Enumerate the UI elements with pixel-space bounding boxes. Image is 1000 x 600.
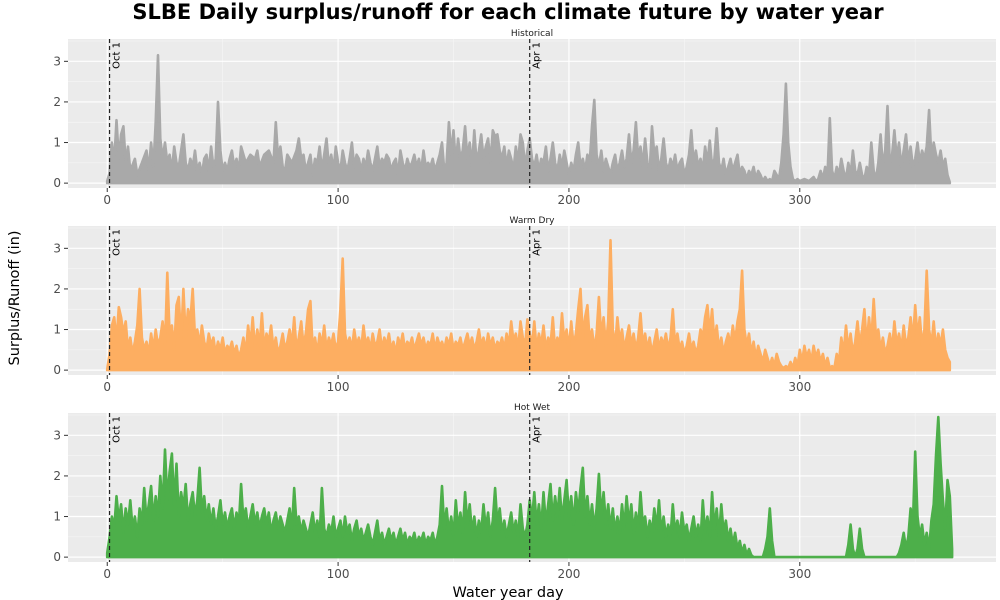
x-tick-label: 200 bbox=[557, 380, 580, 394]
series-area bbox=[105, 415, 954, 559]
marker-label: Apr 1 bbox=[532, 229, 543, 256]
x-tick-label: 0 bbox=[103, 193, 111, 207]
x-tick-label: 200 bbox=[557, 193, 580, 207]
x-tick-label: 300 bbox=[788, 380, 811, 394]
facet-label: Historical bbox=[511, 29, 553, 39]
y-tick-label: 0 bbox=[53, 550, 61, 564]
facet-panel-1: Historical 0 100 200 300 0 1 2 3 Oct 1 Apr 1 bbox=[53, 27, 996, 207]
y-tick-label: 2 bbox=[53, 95, 61, 109]
marker-label: Apr 1 bbox=[532, 42, 543, 69]
y-tick-label: 0 bbox=[53, 176, 61, 190]
y-axis-title: Surplus/Runoff (in) bbox=[7, 230, 23, 365]
chart-title: SLBE Daily surplus/runoff for each clima… bbox=[132, 0, 884, 24]
y-tick-label: 0 bbox=[53, 363, 61, 377]
series-area bbox=[105, 53, 952, 185]
facet-strip bbox=[68, 214, 996, 226]
x-tick-label: 0 bbox=[103, 567, 111, 581]
x-tick-label: 200 bbox=[557, 567, 580, 581]
facet-panel-3: Hot Wet 0 100 200 300 0 1 2 3 Oct 1 Apr 1 bbox=[53, 401, 996, 581]
y-tick-label: 1 bbox=[53, 136, 61, 150]
x-tick-label: 300 bbox=[788, 567, 811, 581]
facet-strip bbox=[68, 401, 996, 413]
marker-label: Oct 1 bbox=[112, 416, 123, 443]
y-tick-label: 1 bbox=[53, 510, 61, 524]
y-tick-label: 3 bbox=[53, 241, 61, 255]
y-tick-label: 2 bbox=[53, 469, 61, 483]
y-tick-label: 1 bbox=[53, 323, 61, 337]
y-tick-label: 3 bbox=[53, 54, 61, 68]
x-tick-label: 100 bbox=[327, 380, 350, 394]
x-axis-title: Water year day bbox=[452, 585, 564, 600]
facet-panel-2: Warm Dry 0 100 200 300 0 1 2 3 Oct 1 Apr 1 bbox=[53, 214, 996, 394]
facet-strip bbox=[68, 27, 996, 39]
y-tick-label: 2 bbox=[53, 282, 61, 296]
marker-label: Apr 1 bbox=[532, 416, 543, 443]
facet-label: Hot Wet bbox=[514, 403, 551, 413]
facet-label: Warm Dry bbox=[510, 216, 556, 226]
x-tick-label: 100 bbox=[327, 193, 350, 207]
x-tick-label: 100 bbox=[327, 567, 350, 581]
x-tick-label: 0 bbox=[103, 380, 111, 394]
marker-label: Oct 1 bbox=[112, 229, 123, 256]
y-tick-label: 3 bbox=[53, 428, 61, 442]
x-tick-label: 300 bbox=[788, 193, 811, 207]
marker-label: Oct 1 bbox=[112, 42, 123, 69]
